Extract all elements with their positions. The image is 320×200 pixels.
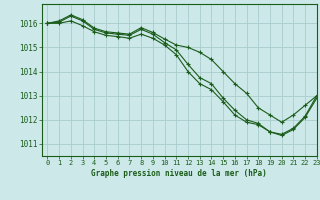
X-axis label: Graphe pression niveau de la mer (hPa): Graphe pression niveau de la mer (hPa): [91, 169, 267, 178]
